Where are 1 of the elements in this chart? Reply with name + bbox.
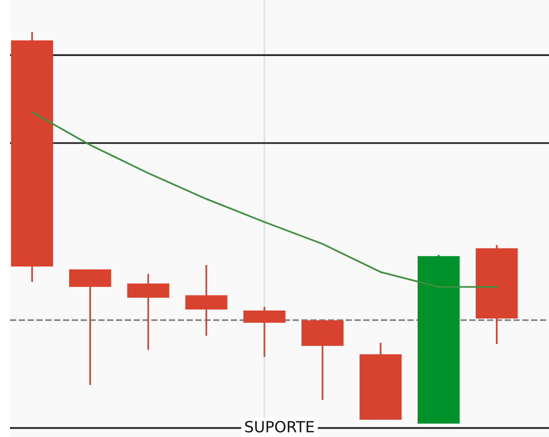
ref-line-label: SUPORTE: [245, 420, 314, 432]
